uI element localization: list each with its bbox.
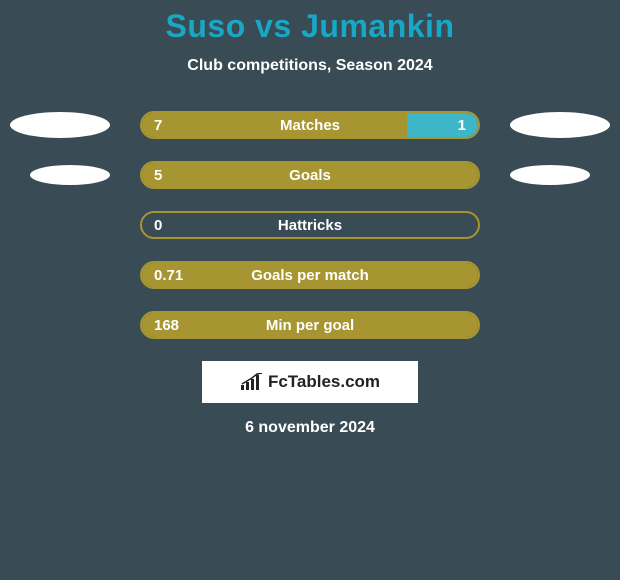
- bar-segment-left: [142, 313, 478, 337]
- stat-bar: 71Matches: [140, 111, 480, 139]
- stat-value-left: 7: [142, 113, 174, 137]
- stat-value-left: 0: [142, 213, 174, 237]
- page-title: Suso vs Jumankin: [0, 8, 620, 45]
- team-badge-right: [510, 165, 590, 185]
- stat-bar: 168Min per goal: [140, 311, 480, 339]
- brand-text: FcTables.com: [268, 372, 380, 392]
- chart-icon: [240, 373, 264, 391]
- spacer: [510, 312, 590, 338]
- spacer: [30, 312, 110, 338]
- spacer: [30, 212, 110, 238]
- bar-segment-left: [142, 163, 478, 187]
- stat-value-left: 5: [142, 163, 174, 187]
- comparison-card: Suso vs Jumankin Club competitions, Seas…: [0, 0, 620, 437]
- team-badge-right: [510, 112, 610, 138]
- stat-label: Hattricks: [142, 213, 478, 237]
- stat-bar: 0Hattricks: [140, 211, 480, 239]
- stat-value-right: 1: [446, 113, 478, 137]
- stat-row: 71Matches: [0, 111, 620, 139]
- page-subtitle: Club competitions, Season 2024: [0, 57, 620, 75]
- spacer: [30, 262, 110, 288]
- stat-value-left: 0.71: [142, 263, 195, 287]
- stat-rows: 71Matches5Goals0Hattricks0.71Goals per m…: [0, 111, 620, 339]
- stat-row: 0Hattricks: [0, 211, 620, 239]
- stat-bar: 5Goals: [140, 161, 480, 189]
- stat-value-left: 168: [142, 313, 191, 337]
- spacer: [510, 262, 590, 288]
- team-badge-left: [10, 112, 110, 138]
- spacer: [510, 212, 590, 238]
- brand-logo: FcTables.com: [202, 361, 418, 403]
- stat-row: 168Min per goal: [0, 311, 620, 339]
- bar-segment-left: [142, 113, 407, 137]
- stat-row: 0.71Goals per match: [0, 261, 620, 289]
- footer-date: 6 november 2024: [0, 419, 620, 437]
- stat-bar: 0.71Goals per match: [140, 261, 480, 289]
- stat-row: 5Goals: [0, 161, 620, 189]
- team-badge-left: [30, 165, 110, 185]
